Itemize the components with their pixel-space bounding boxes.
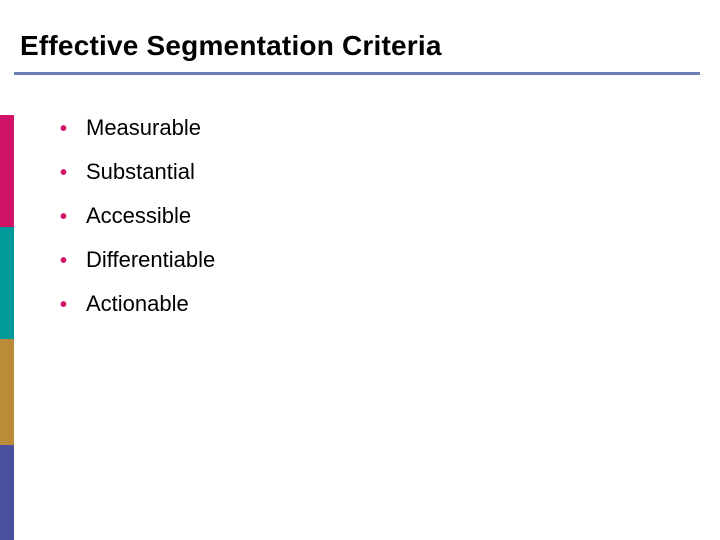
slide-container: Effective Segmentation Criteria • Measur… xyxy=(0,0,720,540)
bullet-label: Differentiable xyxy=(86,247,215,273)
list-item: • Actionable xyxy=(60,291,215,317)
title-underline xyxy=(14,72,700,75)
sidebar-seg-2 xyxy=(0,339,14,445)
bullet-icon: • xyxy=(60,295,70,315)
page-title: Effective Segmentation Criteria xyxy=(20,30,442,62)
bullet-icon: • xyxy=(60,163,70,183)
list-item: • Substantial xyxy=(60,159,215,185)
list-item: • Measurable xyxy=(60,115,215,141)
bullet-icon: • xyxy=(60,207,70,227)
bullet-label: Actionable xyxy=(86,291,189,317)
sidebar-seg-3 xyxy=(0,445,14,540)
bullet-label: Substantial xyxy=(86,159,195,185)
bullet-icon: • xyxy=(60,251,70,271)
list-item: • Differentiable xyxy=(60,247,215,273)
list-item: • Accessible xyxy=(60,203,215,229)
bullet-label: Accessible xyxy=(86,203,191,229)
sidebar-seg-1 xyxy=(0,227,14,339)
sidebar-stripe xyxy=(0,115,14,540)
sidebar-seg-0 xyxy=(0,115,14,227)
bullet-icon: • xyxy=(60,119,70,139)
bullet-list: • Measurable • Substantial • Accessible … xyxy=(60,115,215,335)
bullet-label: Measurable xyxy=(86,115,201,141)
